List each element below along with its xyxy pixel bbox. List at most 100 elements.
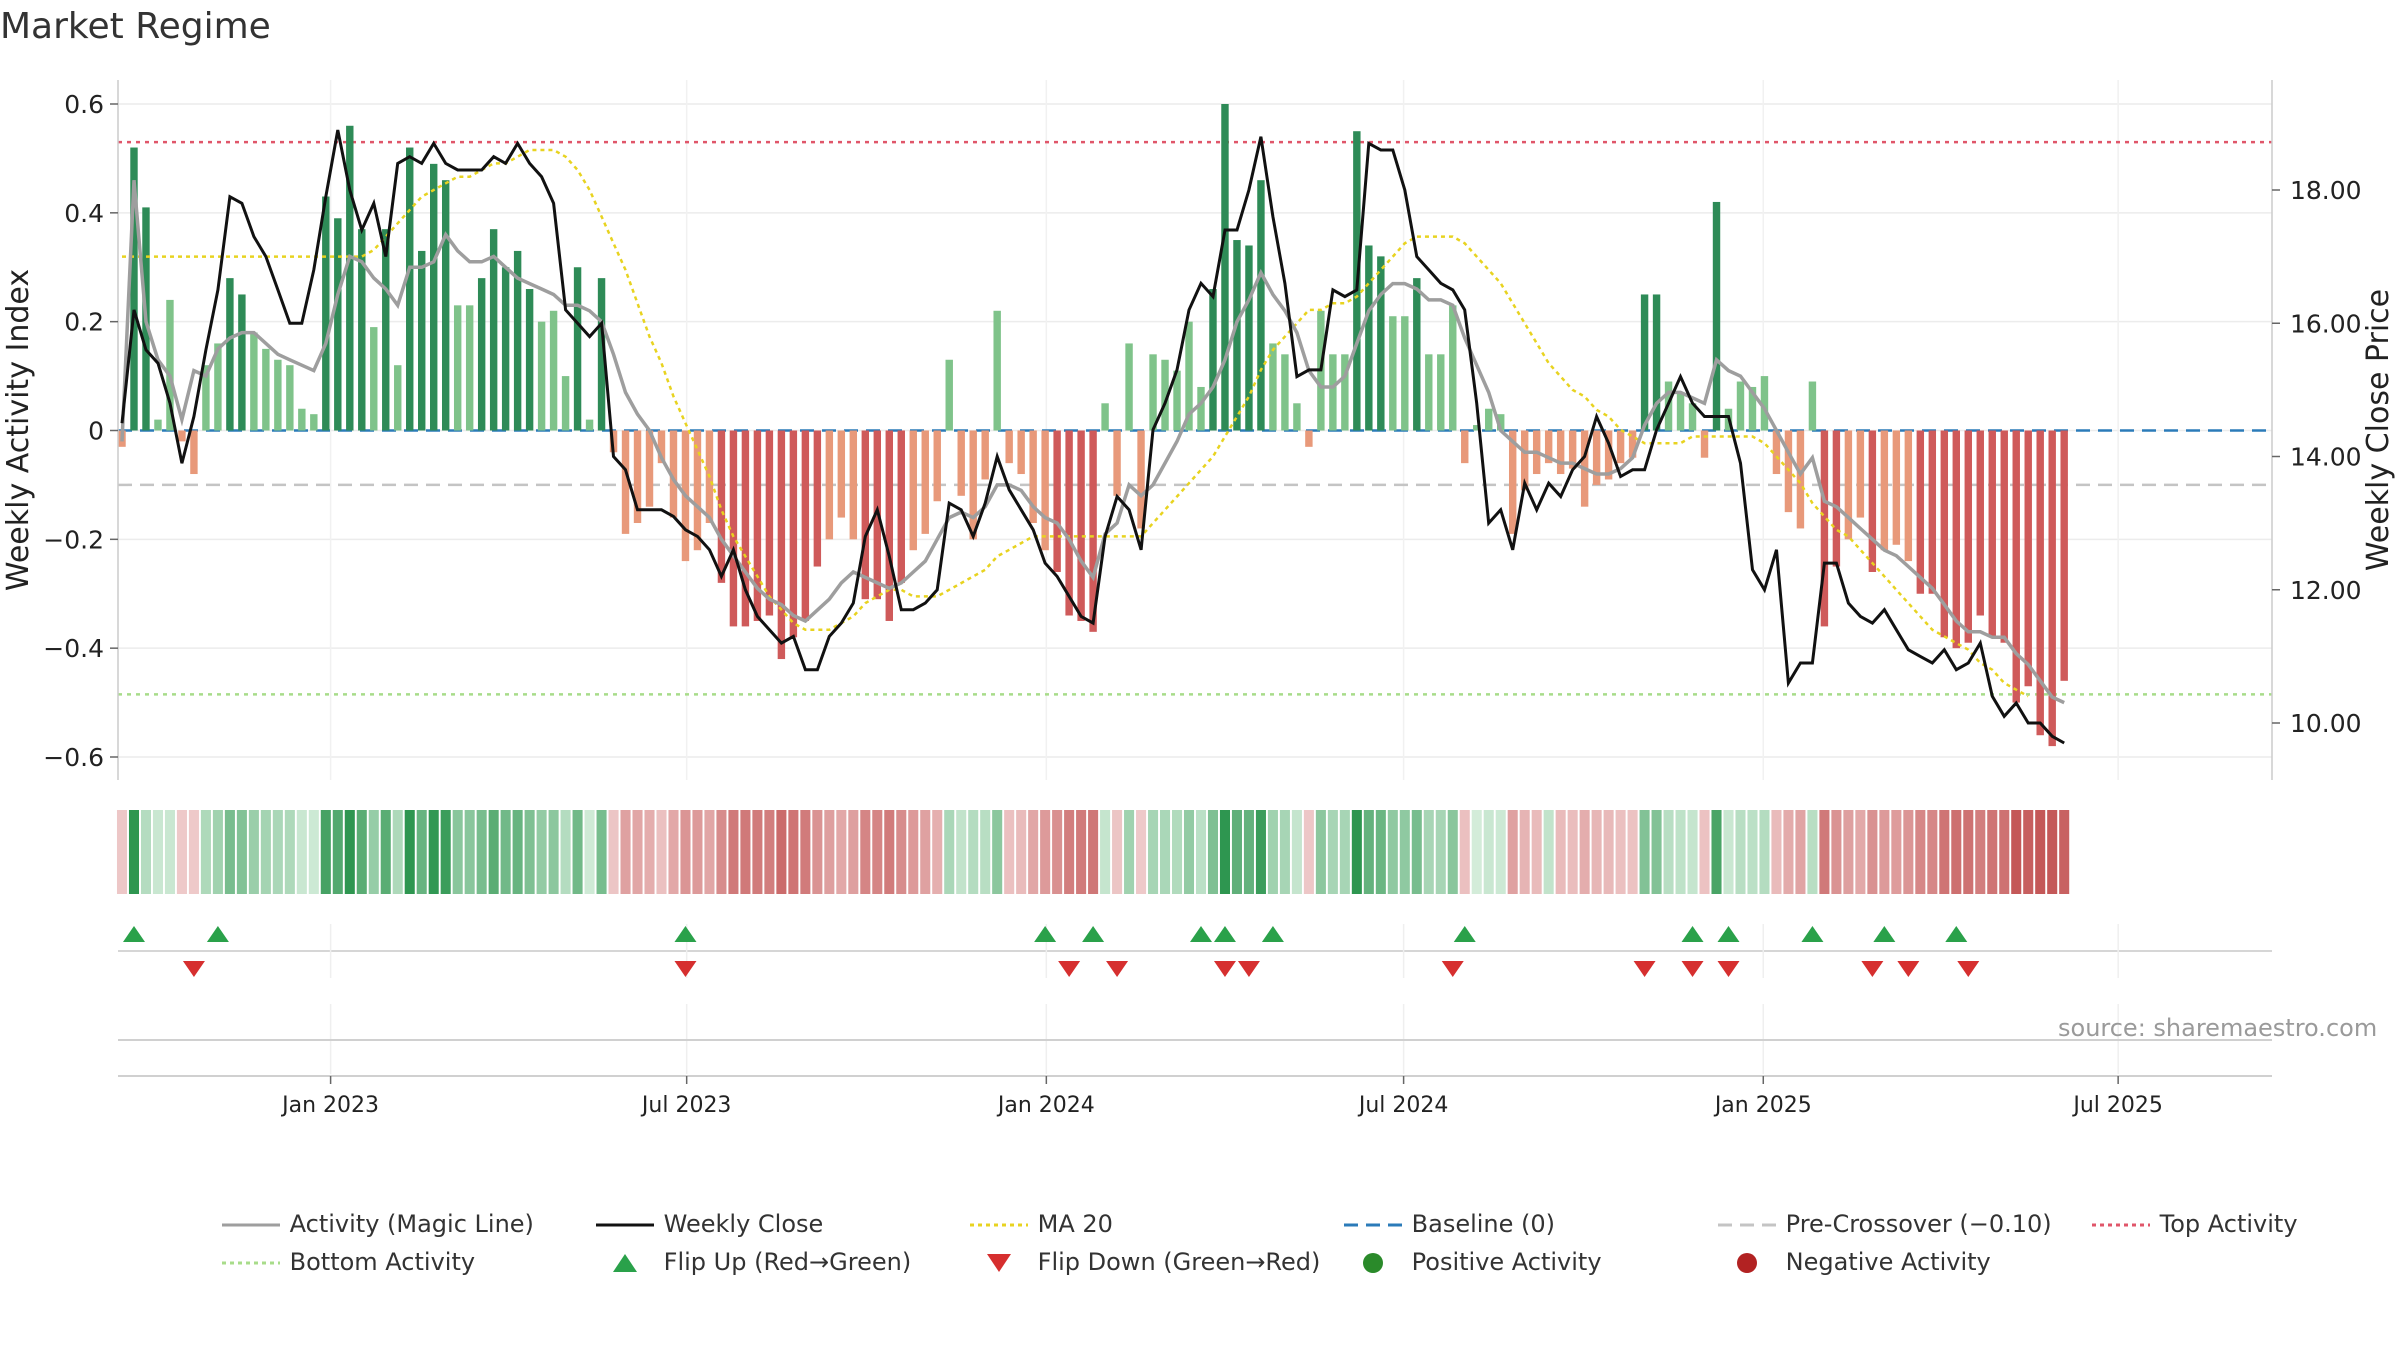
regime-band-cell <box>1507 810 1518 894</box>
regime-band-cell <box>1267 810 1278 894</box>
regime-band-cell <box>1136 810 1147 894</box>
activity-bar <box>825 430 834 540</box>
regime-band-cell <box>1459 810 1470 894</box>
activity-bar <box>1305 430 1313 447</box>
regime-band-cell <box>1735 810 1746 894</box>
activity-bar <box>226 278 234 431</box>
regime-band-cell <box>1963 810 1974 894</box>
activity-bar <box>2024 430 2032 687</box>
regime-band-cell <box>932 810 943 894</box>
activity-bar <box>1281 354 1289 431</box>
source-note: source: sharemaestro.com <box>2058 1014 2378 1042</box>
activity-bar <box>729 430 738 627</box>
flip-down-marker <box>1957 961 1980 977</box>
regime-band-cell <box>1100 810 1111 894</box>
regime-band-cell <box>152 810 163 894</box>
activity-bar <box>1329 354 1337 431</box>
activity-bar <box>274 359 282 431</box>
activity-bar <box>849 430 858 540</box>
activity-bar <box>1916 430 1925 594</box>
activity-bar <box>1461 430 1469 464</box>
regime-band-cell <box>188 810 199 894</box>
activity-magic-line <box>120 180 2065 705</box>
y-tick-label: 0.4 <box>64 199 104 228</box>
regime-band-cell <box>1579 810 1590 894</box>
activity-bar <box>765 430 774 616</box>
regime-band-cell <box>1471 810 1482 894</box>
activity-bar <box>1269 343 1277 431</box>
activity-bar <box>1497 414 1505 431</box>
regime-band-cell <box>1219 810 1230 894</box>
regime-band-cell <box>116 810 128 894</box>
regime-band-cell <box>704 810 715 894</box>
regime-band-cell <box>1076 810 1087 894</box>
regime-band-cell <box>392 810 403 894</box>
x-tick-label: Jul 2025 <box>2071 1093 2163 1118</box>
regime-band-cell <box>2047 810 2058 894</box>
regime-band-cell <box>440 810 451 894</box>
activity-bar <box>1640 294 1649 431</box>
regime-band-cell <box>1351 810 1362 894</box>
regime-band-cell <box>644 810 655 894</box>
regime-band-cell <box>656 810 667 894</box>
y2-tick-label: 12.00 <box>2290 576 2362 605</box>
regime-band-cell <box>1603 810 1614 894</box>
regime-band-cell <box>920 810 931 894</box>
regime-band-cell <box>1975 810 1986 894</box>
regime-band-cell <box>620 810 631 894</box>
activity-bar <box>262 348 270 431</box>
activity-bar <box>1592 430 1601 485</box>
activity-bar <box>1508 430 1517 534</box>
regime-band-cell <box>1591 810 1602 894</box>
regime-band-cell <box>884 810 895 894</box>
activity-bar <box>669 430 678 518</box>
regime-band-cell <box>764 810 775 894</box>
flip-up-marker <box>1213 926 1236 942</box>
activity-bar <box>334 218 342 431</box>
regime-band-cell <box>176 810 187 894</box>
regime-band-cell <box>1195 810 1207 894</box>
activity-bar <box>394 365 402 431</box>
activity-bar <box>1173 370 1181 431</box>
activity-bar <box>897 430 905 583</box>
activity-bar <box>1844 430 1853 540</box>
activity-bar <box>789 430 798 638</box>
regime-band-cell <box>1435 810 1446 894</box>
activity-bar <box>1485 408 1493 431</box>
regime-band-cell <box>2023 810 2034 894</box>
activity-bar <box>1796 430 1805 529</box>
flip-down-marker <box>1213 961 1236 977</box>
x-tick-label: Jul 2024 <box>1357 1093 1449 1118</box>
activity-bar <box>1377 256 1385 431</box>
activity-bar <box>1868 430 1877 572</box>
activity-bar <box>525 289 534 431</box>
regime-band-cell <box>1255 810 1266 894</box>
activity-bar <box>1880 430 1889 551</box>
regime-band-cell <box>296 810 307 894</box>
regime-band-cell <box>1231 810 1242 894</box>
activity-bar <box>1389 316 1397 431</box>
regime-band-cell <box>1052 810 1063 894</box>
reference-lines <box>118 140 2272 696</box>
activity-bar <box>489 229 498 431</box>
activity-bar <box>621 430 630 534</box>
axes: Jan 2023 Jul 2023 Jan 2024 Jul 2024 Jan 2025… <box>43 80 2362 1118</box>
activity-bar <box>190 430 198 475</box>
activity-bar <box>1089 430 1097 632</box>
activity-bar <box>1425 354 1433 431</box>
activity-bar <box>1233 240 1241 431</box>
regime-band-cell <box>1891 810 1902 894</box>
regime-band-cell <box>488 810 499 894</box>
activity-bar <box>1029 430 1037 524</box>
activity-bar <box>1544 430 1553 464</box>
regime-band-cell <box>1615 810 1626 894</box>
regime-band-cell <box>584 810 595 894</box>
y-tick-label: 0.2 <box>64 308 104 337</box>
flip-up-marker <box>1717 926 1740 942</box>
activity-bar <box>1413 278 1421 431</box>
activity-bar <box>322 196 330 431</box>
regime-band-cell <box>1411 810 1422 894</box>
activity-bar <box>1820 430 1829 627</box>
y-tick-label: −0.2 <box>43 525 104 554</box>
activity-bar <box>1892 430 1901 545</box>
